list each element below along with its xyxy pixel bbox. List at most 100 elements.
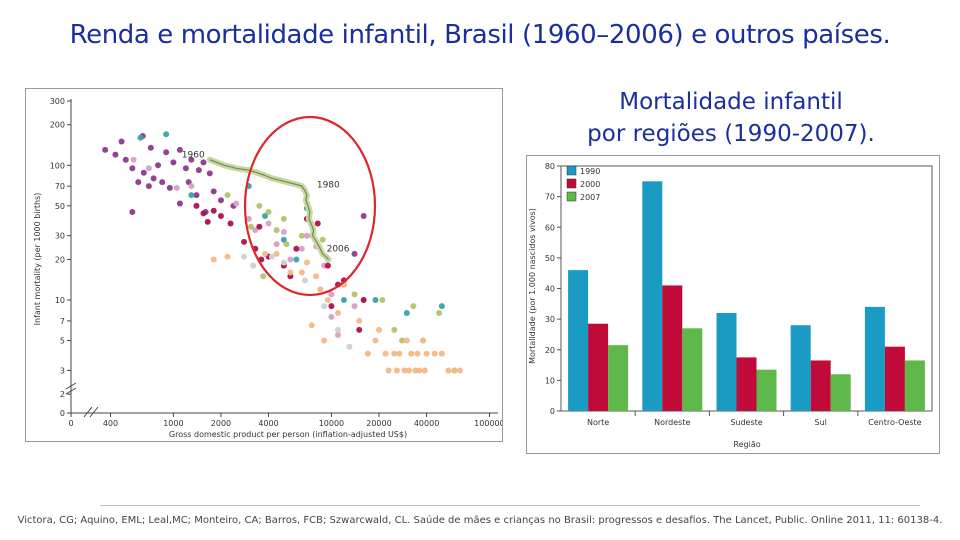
scatter-point-peach (416, 367, 423, 374)
scatter-point-purple (176, 200, 183, 207)
scatter-point-pink (303, 232, 310, 239)
scatter-point-peach (431, 350, 438, 357)
scatter-point-purple (200, 159, 207, 166)
bar-2000-Sudeste (736, 357, 757, 411)
y-tick-label: 300 (50, 97, 65, 106)
bar-1990-Sul (790, 325, 811, 411)
bar-category-label: Nordeste (654, 418, 690, 427)
bar-category-label: Sudeste (730, 418, 762, 427)
scatter-point-teal (340, 297, 347, 304)
scatter-point-peach (385, 367, 392, 374)
slide-subtitle: Mortalidade infantil por regiões (1990-2… (556, 86, 906, 150)
scatter-point-grey (334, 326, 341, 333)
y-tick-label: 5 (60, 337, 65, 346)
highlight-circle (243, 115, 377, 297)
y-tick-label: 0 (60, 409, 65, 418)
scatter-point-purple (112, 151, 119, 158)
x-tick-label: 40000 (414, 419, 439, 428)
x-axis-break-mark (83, 406, 99, 418)
scatter-point-peach (391, 350, 398, 357)
y-tick-label: 100 (50, 161, 65, 170)
scatter-point-olive (224, 192, 231, 199)
scatter-point-pink (328, 313, 335, 320)
scatter-point-peach (456, 367, 463, 374)
scatter-point-olive (248, 223, 255, 230)
bar-category-label: Centro-Oeste (868, 418, 922, 427)
scatter-point-peach (210, 256, 217, 263)
bar-2007-Nordeste (682, 328, 703, 411)
bar-y-tick-label: 10 (545, 376, 555, 385)
scatter-point-crimson (324, 262, 331, 269)
x-tick-label: 0 (68, 419, 73, 428)
scatter-point-teal (403, 310, 410, 317)
citation-footer: Victora, CG; Aquino, EML; Leal,MC; Monte… (17, 515, 943, 526)
bar-2000-Nordeste (662, 285, 683, 411)
scatter-point-peach (262, 250, 269, 257)
bar-1990-Norte (568, 270, 589, 411)
scatter-point-peach (420, 337, 427, 344)
scatter-point-olive (391, 326, 398, 333)
scatter-point-purple (210, 188, 217, 195)
scatter-point-crimson (210, 207, 217, 214)
scatter-point-peach (438, 350, 445, 357)
scatter-point-olive (298, 232, 305, 239)
scatter-point-grey (268, 253, 275, 260)
scatter-point-grey (321, 303, 328, 310)
y-tick-label: 20 (55, 255, 65, 264)
scatter-point-peach (313, 273, 320, 280)
scatter-point-peach (423, 350, 430, 357)
bar-category-label: Sul (815, 418, 827, 427)
scatter-point-pink (233, 200, 240, 207)
scatter-point-crimson (193, 202, 200, 209)
bar-1990-Centro-Oeste (864, 306, 885, 411)
scatter-point-purple (176, 146, 183, 153)
scatter-point-peach (298, 269, 305, 276)
scatter-point-peach (375, 326, 382, 333)
scatter-point-olive (280, 215, 287, 222)
bar-x-axis-title: Região (733, 440, 760, 449)
scatter-point-crimson (328, 303, 335, 310)
bar-2007-Centro-Oeste (904, 360, 925, 411)
scatter-point-crimson (204, 218, 211, 225)
scatter-point-peach (382, 350, 389, 357)
scatter-point-olive (351, 291, 358, 298)
bar-y-tick-label: 70 (545, 193, 555, 202)
scatter-point-olive (410, 303, 417, 310)
scatter-point-purple (188, 156, 195, 163)
scatter-point-grey (301, 277, 308, 284)
scatter-point-peach (451, 367, 458, 374)
scatter-point-peach (445, 367, 452, 374)
legend-swatch-1990 (566, 165, 577, 176)
bar-2007-Sudeste (756, 369, 777, 411)
scatter-point-crimson (217, 213, 224, 220)
y-tick-label: 30 (55, 232, 65, 241)
scatter-point-olive (399, 337, 406, 344)
scatter-point-teal (280, 236, 287, 243)
footer-divider (100, 505, 920, 506)
scatter-point-purple (129, 208, 136, 215)
scatter-point-crimson (256, 223, 263, 230)
scatter-point-pink (334, 331, 341, 338)
scatter-point-purple (195, 167, 202, 174)
scatter-point-peach (287, 269, 294, 276)
scatter-point-peach (324, 297, 331, 304)
scatter-point-purple (140, 169, 147, 176)
bar-y-axis-title: Mortalidade (por 1.000 nascidos vivos) (528, 208, 537, 364)
scatter-point-purple (182, 165, 189, 172)
legend-label-2007: 2007 (580, 193, 600, 202)
legend-swatch-2000 (566, 178, 577, 189)
legend-swatch-2007 (566, 191, 577, 202)
scatter-point-teal (163, 131, 170, 138)
scatter-point-purple (193, 192, 200, 199)
x-tick-label: 400 (103, 419, 118, 428)
scatter-point-peach (414, 350, 421, 357)
bar-2000-Norte (588, 323, 609, 411)
bar-chart: 0 10 20 30 40 50 60 70 80 Mortalidade (por 1.000 … (528, 162, 933, 449)
scatter-point-grey (241, 253, 248, 260)
scatter-point-teal (372, 297, 379, 304)
scatter-point-peach (317, 286, 324, 293)
scatter-point-purple (351, 250, 358, 257)
y-axis-title: Infant mortality (per 1000 births) (33, 193, 42, 326)
legend-label-2000: 2000 (580, 180, 600, 189)
bar-y-tick-label: 40 (545, 285, 555, 294)
